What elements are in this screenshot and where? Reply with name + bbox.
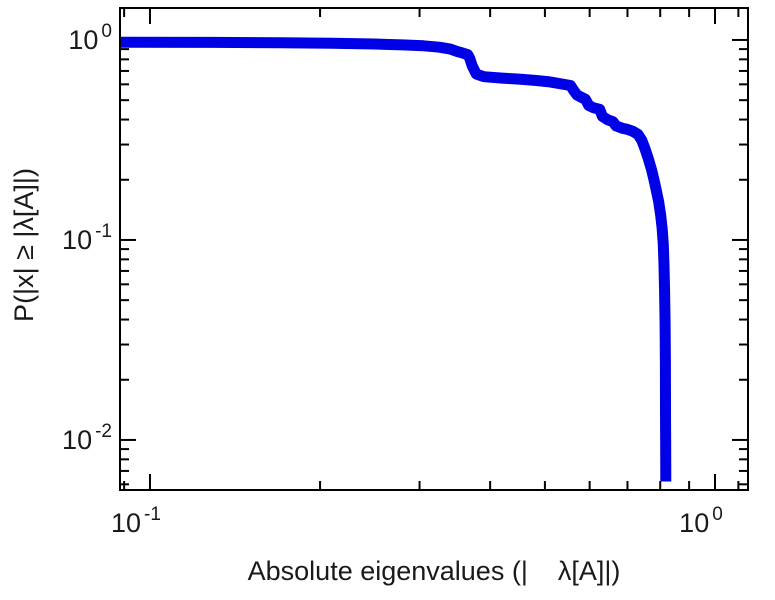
ccdf-curve bbox=[120, 36, 672, 482]
axis-ticks bbox=[120, 8, 748, 490]
plot-frame bbox=[119, 7, 749, 491]
tick-label: 10 -2 bbox=[62, 421, 112, 455]
axis-tick-labels: 10 -1 10 0 10 0 10 -1 10 -2 bbox=[62, 21, 723, 538]
y-axis-title: P(|x| ≥ |λ[A]|) bbox=[9, 168, 39, 322]
tick-label: 10 -1 bbox=[62, 221, 112, 255]
tick-label: 10 0 bbox=[68, 21, 112, 55]
tick-label: 10 0 bbox=[679, 504, 723, 538]
x-axis-title: Absolute eigenvalues (| λ[A]|) bbox=[248, 556, 621, 586]
tick-label: 10 -1 bbox=[111, 504, 161, 538]
